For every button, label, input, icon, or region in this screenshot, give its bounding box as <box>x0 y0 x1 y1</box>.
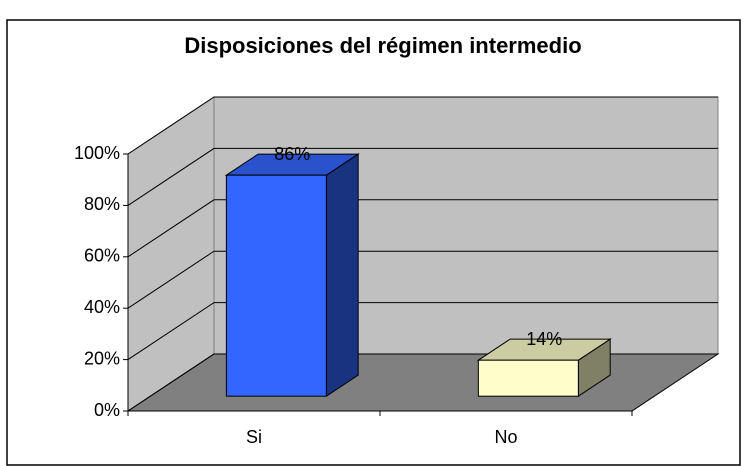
x-tick-label: No <box>494 427 517 447</box>
value-label: 14% <box>526 329 562 349</box>
grid-line <box>127 96 718 155</box>
bar <box>477 359 579 397</box>
bar-side <box>325 153 359 398</box>
y-tick-label: 100% <box>74 143 120 163</box>
x-tick-label: Si <box>246 427 262 447</box>
y-tick-label: 40% <box>84 297 120 317</box>
grid-line <box>127 147 718 206</box>
y-tick-label: 80% <box>84 194 120 214</box>
floor <box>126 353 720 412</box>
grid-line <box>127 250 718 309</box>
y-tick-label: 60% <box>84 246 120 266</box>
y-tick-label: 20% <box>84 348 120 368</box>
y-tick-label: 0% <box>94 400 120 420</box>
value-label: 86% <box>274 144 310 164</box>
bar <box>225 174 327 397</box>
grid-line <box>127 302 718 361</box>
chart-title: Disposiciones del régimen intermedio <box>184 33 581 58</box>
grid-line <box>127 199 718 258</box>
